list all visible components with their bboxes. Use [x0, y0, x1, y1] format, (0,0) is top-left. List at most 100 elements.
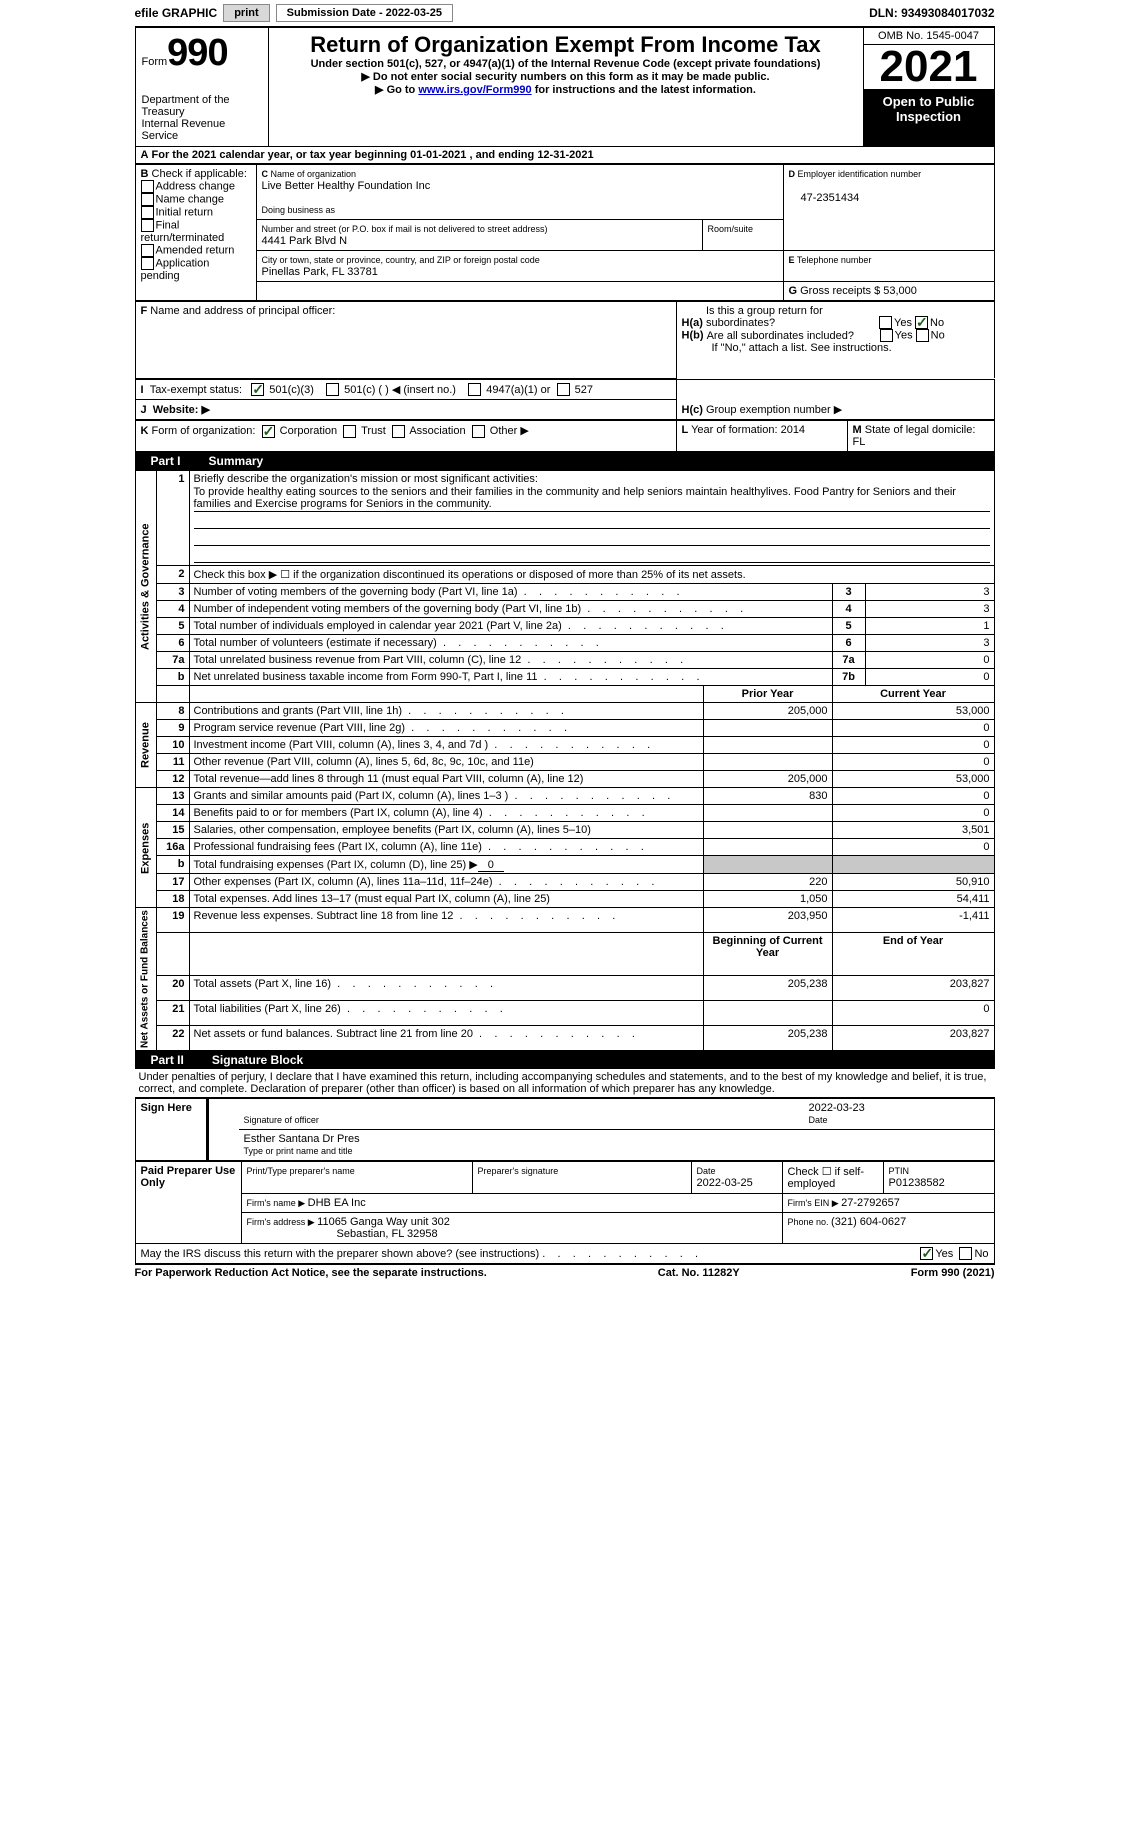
sidetab-netassets: Net Assets or Fund Balances: [135, 908, 156, 1051]
self-employed-cell: Check ☐ if self-employed: [782, 1162, 883, 1194]
firm-name-cell: Firm's name ▶ DHB EA Inc: [241, 1194, 782, 1213]
line-15: Salaries, other compensation, employee b…: [189, 822, 703, 839]
val-5: 1: [865, 618, 994, 635]
checkbox-trust[interactable]: [343, 425, 356, 438]
checkbox-corporation[interactable]: [262, 425, 275, 438]
line-8-label: Contributions and grants (Part VIII, lin…: [194, 705, 403, 717]
gross-receipts-label: Gross receipts $: [800, 285, 883, 297]
line-16a: Professional fundraising fees (Part IX, …: [189, 839, 703, 856]
line-2: Check this box ▶ ☐ if the organization d…: [189, 566, 994, 584]
checkbox-discuss-no[interactable]: [959, 1247, 972, 1260]
firm-ein-label: Firm's EIN ▶: [788, 1198, 842, 1208]
section-a-text: For the 2021 calendar year, or tax year …: [152, 149, 411, 161]
current-year-header: Current Year: [832, 686, 994, 703]
line-19: Revenue less expenses. Subtract line 18 …: [189, 908, 703, 933]
firm-name-label: Firm's name ▶: [247, 1198, 308, 1208]
prior-15: [703, 822, 832, 839]
checkbox-final-return[interactable]: [141, 219, 154, 232]
line-13-label: Grants and similar amounts paid (Part IX…: [194, 790, 509, 802]
state-domicile-value: FL: [853, 436, 866, 448]
title-cell: Return of Organization Exempt From Incom…: [268, 27, 863, 146]
line-16b: Total fundraising expenses (Part IX, col…: [189, 856, 703, 874]
year-formation-label: Year of formation:: [691, 424, 780, 436]
section-d: D Employer identification number 47-2351…: [783, 164, 994, 250]
line-7a-num: 7a: [156, 652, 189, 669]
line-12: Total revenue—add lines 8 through 11 (mu…: [189, 771, 703, 788]
section-k: K Form of organization: Corporation Trus…: [135, 421, 676, 452]
current-9: 0: [832, 720, 994, 737]
checkbox-amended[interactable]: [141, 244, 154, 257]
firm-addr-cell: Firm's address ▶ 11065 Ganga Way unit 30…: [241, 1213, 782, 1244]
efile-label: efile GRAPHIC: [135, 6, 218, 20]
line-20-label: Total assets (Part X, line 16): [194, 978, 332, 990]
instr-2-pre: ▶ Go to: [375, 84, 418, 96]
ptin-label: PTIN: [889, 1166, 910, 1176]
discuss-no: No: [974, 1248, 988, 1260]
checkbox-501c3[interactable]: [251, 383, 264, 396]
checkbox-4947[interactable]: [468, 383, 481, 396]
line-17-num: 17: [156, 874, 189, 891]
checkbox-name-change[interactable]: [141, 193, 154, 206]
org-name-label: Name of organization: [271, 169, 357, 179]
ptin-cell: PTIN P01238582: [883, 1162, 994, 1194]
begin-22: 205,238: [703, 1026, 832, 1051]
prior-11: [703, 754, 832, 771]
checkbox-address-change[interactable]: [141, 180, 154, 193]
current-16b-shaded: [832, 856, 994, 874]
part1-header: Part I Summary: [135, 452, 995, 470]
instr-2: ▶ Go to www.irs.gov/Form990 for instruct…: [275, 83, 857, 96]
tax-year-begin: 01-01-2021: [410, 149, 466, 161]
org-name: Live Better Healthy Foundation Inc: [262, 180, 431, 192]
line-10-label: Investment income (Part VIII, column (A)…: [194, 739, 489, 751]
current-8: 53,000: [832, 703, 994, 720]
checkbox-527[interactable]: [557, 383, 570, 396]
line-13: Grants and similar amounts paid (Part IX…: [189, 788, 703, 805]
mission-text: To provide healthy eating sources to the…: [194, 485, 990, 512]
opt-address-change: Address change: [156, 180, 236, 192]
prior-14: [703, 805, 832, 822]
preparer-date-cell: Date 2022-03-25: [691, 1162, 782, 1194]
hc-label: Group exemption number ▶: [706, 404, 842, 416]
line-5: Total number of individuals employed in …: [189, 618, 832, 635]
discuss-question: May the IRS discuss this return with the…: [141, 1248, 540, 1260]
ha-label: Is this a group return for subordinates?: [706, 305, 876, 329]
checkbox-other[interactable]: [472, 425, 485, 438]
sig-date-label: Date: [809, 1115, 828, 1125]
section-g: G Gross receipts $ 53,000: [783, 281, 994, 300]
irs-link[interactable]: www.irs.gov/Form990: [418, 84, 531, 96]
checkbox-association[interactable]: [392, 425, 405, 438]
checkbox-501c[interactable]: [326, 383, 339, 396]
form-title: Return of Organization Exempt From Incom…: [275, 32, 857, 58]
dept-cell: Department of the Treasury Internal Reve…: [135, 90, 268, 147]
checkbox-hb-yes[interactable]: [880, 329, 893, 342]
line-11-num: 11: [156, 754, 189, 771]
line-22-label: Net assets or fund balances. Subtract li…: [194, 1028, 473, 1040]
print-button[interactable]: print: [223, 4, 269, 22]
opt-trust: Trust: [361, 425, 386, 437]
checkbox-hb-no[interactable]: [916, 329, 929, 342]
firm-phone-label: Phone no.: [788, 1217, 832, 1227]
part2-title: Part II: [143, 1053, 192, 1067]
line-15-num: 15: [156, 822, 189, 839]
current-14: 0: [832, 805, 994, 822]
checkbox-ha-no[interactable]: [915, 316, 928, 329]
subdate-label: Submission Date -: [287, 7, 386, 19]
mission-blank-1: [194, 512, 990, 529]
checkbox-application-pending[interactable]: [141, 257, 154, 270]
checkbox-discuss-yes[interactable]: [920, 1247, 933, 1260]
preparer-name-cell: Print/Type preparer's name: [241, 1162, 472, 1194]
form-word: Form: [142, 56, 168, 68]
opt-527: 527: [575, 384, 593, 396]
prior-8: 205,000: [703, 703, 832, 720]
prior-9: [703, 720, 832, 737]
prior-year-header: Prior Year: [703, 686, 832, 703]
checkbox-ha-yes[interactable]: [879, 316, 892, 329]
preparer-date-value: 2022-03-25: [697, 1177, 753, 1189]
tax-year-end: 12-31-2021: [537, 149, 593, 161]
current-12: 53,000: [832, 771, 994, 788]
opt-name-change: Name change: [156, 193, 225, 205]
room-suite-cell: Room/suite: [702, 219, 783, 250]
checkbox-initial-return[interactable]: [141, 206, 154, 219]
sig-arrow-1: [207, 1098, 239, 1130]
end-20: 203,827: [832, 975, 994, 1000]
